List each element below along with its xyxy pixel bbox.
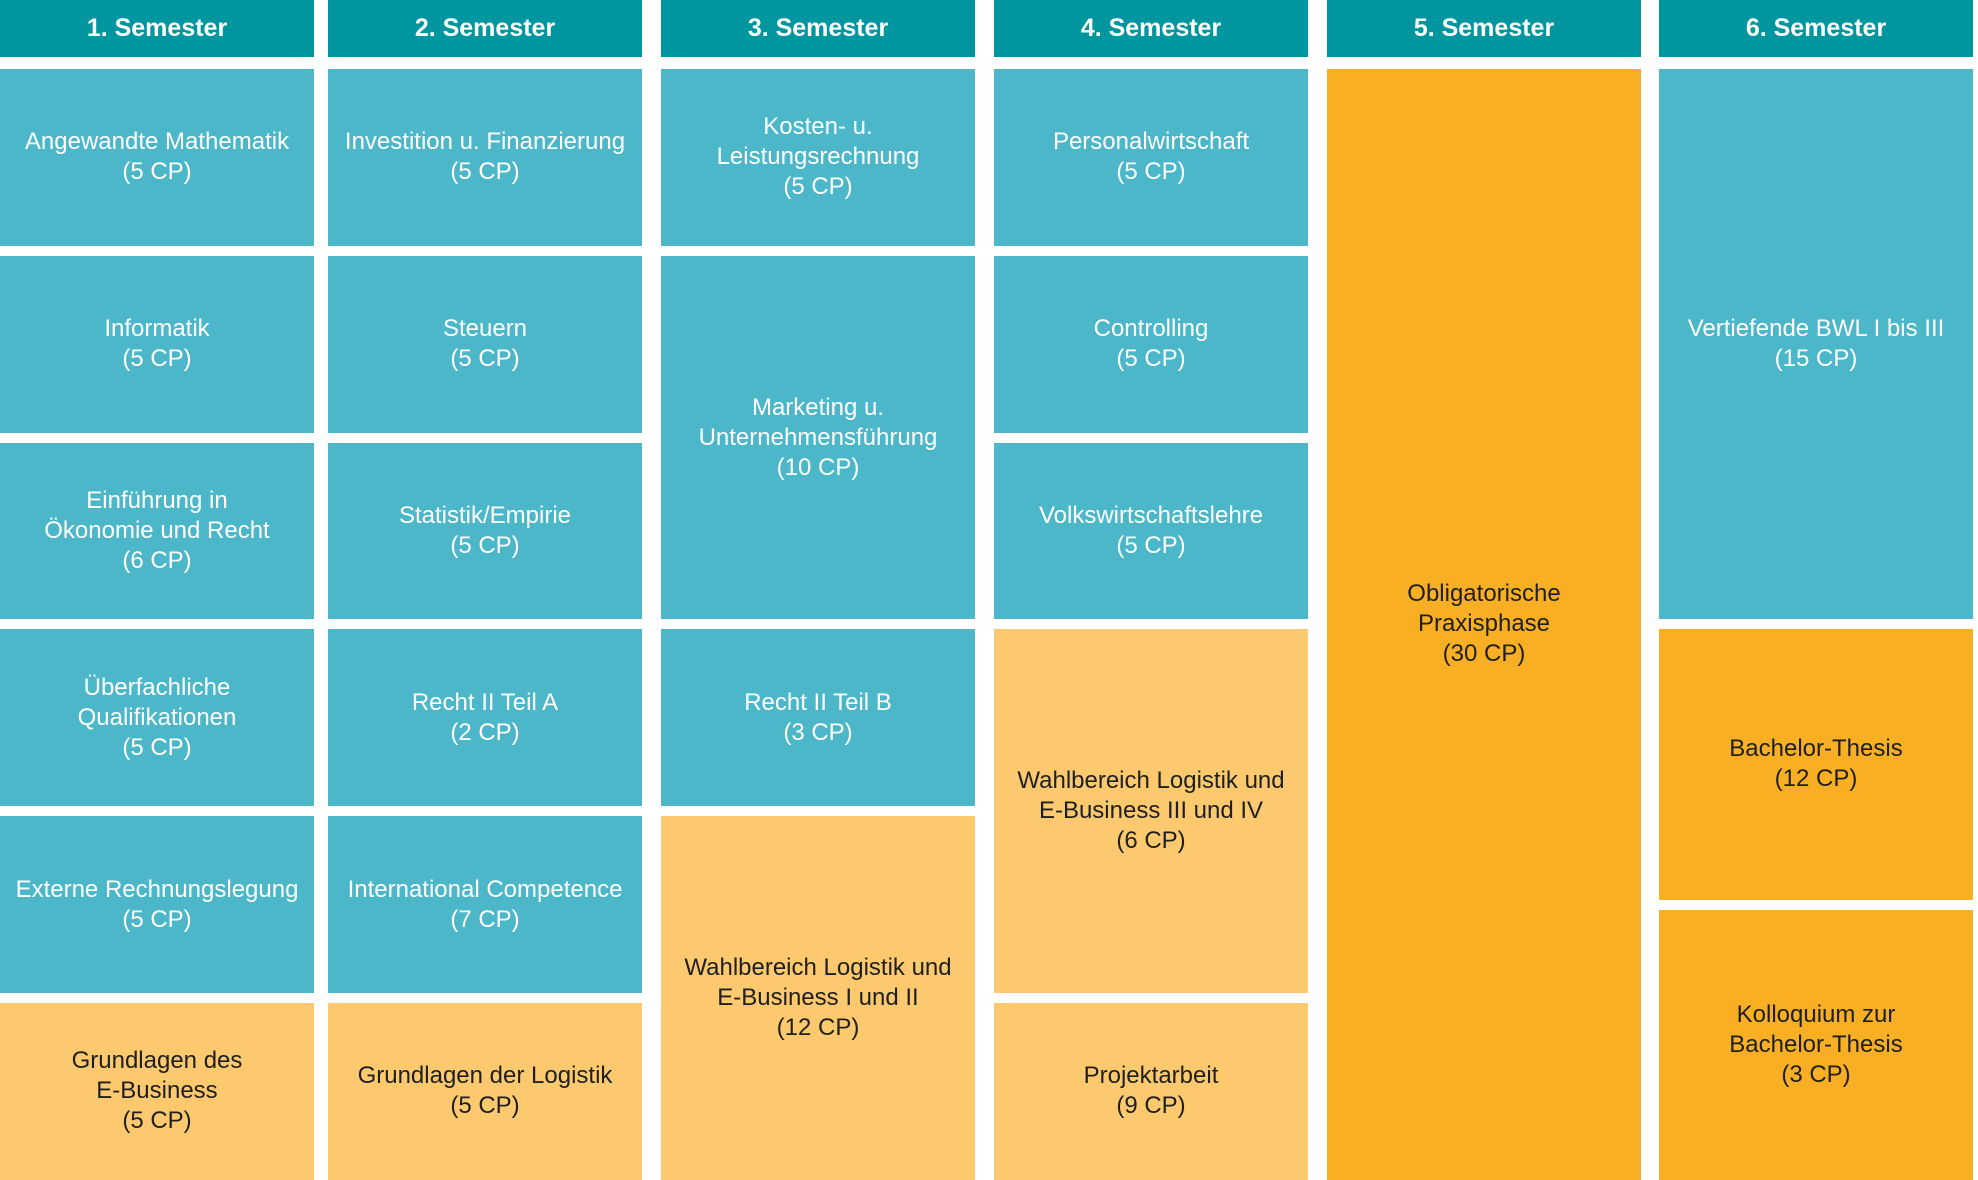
module-credit-points: (30 CP) [1442, 640, 1526, 668]
module-cell: Investition u. Finanzierung (5 CP) [328, 69, 642, 246]
module-cell: Wahlbereich Logistik und E-Business I un… [661, 816, 975, 1180]
module-title: Einführung in Ökonomie und Recht [44, 486, 270, 544]
module-title: Marketing u. Unternehmensführung [698, 393, 938, 451]
module-cell: Kolloquium zur Bachelor-Thesis (3 CP) [1659, 909, 1973, 1180]
module-cell: Steuern (5 CP) [328, 255, 642, 433]
module-credit-points: (5 CP) [450, 158, 520, 186]
module-title: Kolloquium zur Bachelor-Thesis [1729, 1000, 1903, 1058]
module-title: Externe Rechnungslegung [15, 875, 299, 903]
module-cell: Controlling (5 CP) [994, 255, 1308, 433]
module-title: Vertiefende BWL I bis III [1687, 315, 1945, 343]
module-cell: Einführung in Ökonomie und Recht (6 CP) [0, 442, 314, 620]
module-cell: Volkswirtschaftslehre (5 CP) [994, 442, 1308, 620]
module-cell: Vertiefende BWL I bis III (15 CP) [1659, 69, 1973, 620]
module-credit-points: (5 CP) [122, 345, 192, 373]
module-credit-points: (5 CP) [1116, 345, 1186, 373]
module-credit-points: (5 CP) [450, 345, 520, 373]
module-credit-points: (5 CP) [1116, 531, 1186, 559]
semester-header: 6. Semester [1659, 0, 1973, 57]
module-credit-points: (5 CP) [122, 158, 192, 186]
module-cell: Recht II Teil A (2 CP) [328, 629, 642, 807]
module-cell: Marketing u. Unternehmensführung (10 CP) [661, 255, 975, 620]
module-credit-points: (12 CP) [1774, 765, 1858, 793]
module-credit-points: (5 CP) [122, 733, 192, 761]
module-title: International Competence [347, 875, 623, 903]
module-title: Angewandte Mathematik [24, 128, 290, 156]
module-cell: Personalwirtschaft (5 CP) [994, 69, 1308, 246]
module-credit-points: (9 CP) [1116, 1092, 1186, 1120]
module-title: Recht II Teil B [744, 688, 892, 716]
module-title: Recht II Teil A [411, 688, 559, 716]
module-cell: Statistik/Empirie (5 CP) [328, 442, 642, 620]
module-cell: Wahlbereich Logistik und E-Business III … [994, 629, 1308, 993]
module-credit-points: (5 CP) [450, 531, 520, 559]
module-title: Bachelor-Thesis [1729, 735, 1903, 763]
module-cell: Projektarbeit (9 CP) [994, 1003, 1308, 1180]
semester-header: 3. Semester [661, 0, 975, 57]
module-title: Volkswirtschaftslehre [1038, 501, 1264, 529]
semester-header: 2. Semester [328, 0, 642, 57]
module-credit-points: (3 CP) [783, 718, 853, 746]
module-credit-points: (7 CP) [450, 905, 520, 933]
module-credit-points: (5 CP) [783, 173, 853, 201]
module-credit-points: (2 CP) [450, 718, 520, 746]
module-cell: Informatik (5 CP) [0, 255, 314, 433]
module-title: Wahlbereich Logistik und E-Business III … [1017, 767, 1285, 825]
module-cell: Überfachliche Qualifikationen (5 CP) [0, 629, 314, 807]
semester-header: 5. Semester [1327, 0, 1641, 57]
module-cell: Externe Rechnungslegung (5 CP) [0, 816, 314, 993]
module-cell: Bachelor-Thesis (12 CP) [1659, 629, 1973, 900]
module-credit-points: (12 CP) [776, 1013, 860, 1041]
module-credit-points: (5 CP) [450, 1092, 520, 1120]
module-title: Projektarbeit [1083, 1062, 1219, 1090]
module-cell: Grundlagen des E-Business (5 CP) [0, 1003, 314, 1180]
module-cell: Grundlagen der Logistik (5 CP) [328, 1003, 642, 1180]
module-cell: International Competence (7 CP) [328, 816, 642, 993]
module-cell: Angewandte Mathematik (5 CP) [0, 69, 314, 246]
module-cell: Recht II Teil B (3 CP) [661, 629, 975, 807]
semester-header: 1. Semester [0, 0, 314, 57]
semester-header: 4. Semester [994, 0, 1308, 57]
module-credit-points: (5 CP) [122, 1107, 192, 1135]
module-title: Investition u. Finanzierung [344, 128, 626, 156]
module-credit-points: (10 CP) [776, 453, 860, 481]
module-credit-points: (15 CP) [1774, 345, 1858, 373]
module-cell: Obligatorische Praxisphase (30 CP) [1327, 69, 1641, 1180]
module-title: Grundlagen der Logistik [357, 1062, 613, 1090]
module-title: Statistik/Empirie [398, 501, 572, 529]
module-title: Kosten- u. Leistungsrechnung [716, 113, 920, 171]
module-credit-points: (6 CP) [122, 546, 192, 574]
module-title: Überfachliche Qualifikationen [77, 673, 237, 731]
module-title: Obligatorische Praxisphase [1407, 580, 1561, 638]
module-title: Steuern [442, 315, 528, 343]
module-title: Wahlbereich Logistik und E-Business I un… [684, 953, 952, 1011]
module-title: Controlling [1093, 315, 1209, 343]
module-credit-points: (5 CP) [122, 905, 192, 933]
module-title: Personalwirtschaft [1052, 128, 1250, 156]
module-credit-points: (3 CP) [1781, 1060, 1851, 1088]
module-title: Grundlagen des E-Business [71, 1047, 243, 1105]
module-credit-points: (6 CP) [1116, 827, 1186, 855]
module-title: Informatik [104, 315, 210, 343]
module-cell: Kosten- u. Leistungsrechnung (5 CP) [661, 69, 975, 246]
module-credit-points: (5 CP) [1116, 158, 1186, 186]
